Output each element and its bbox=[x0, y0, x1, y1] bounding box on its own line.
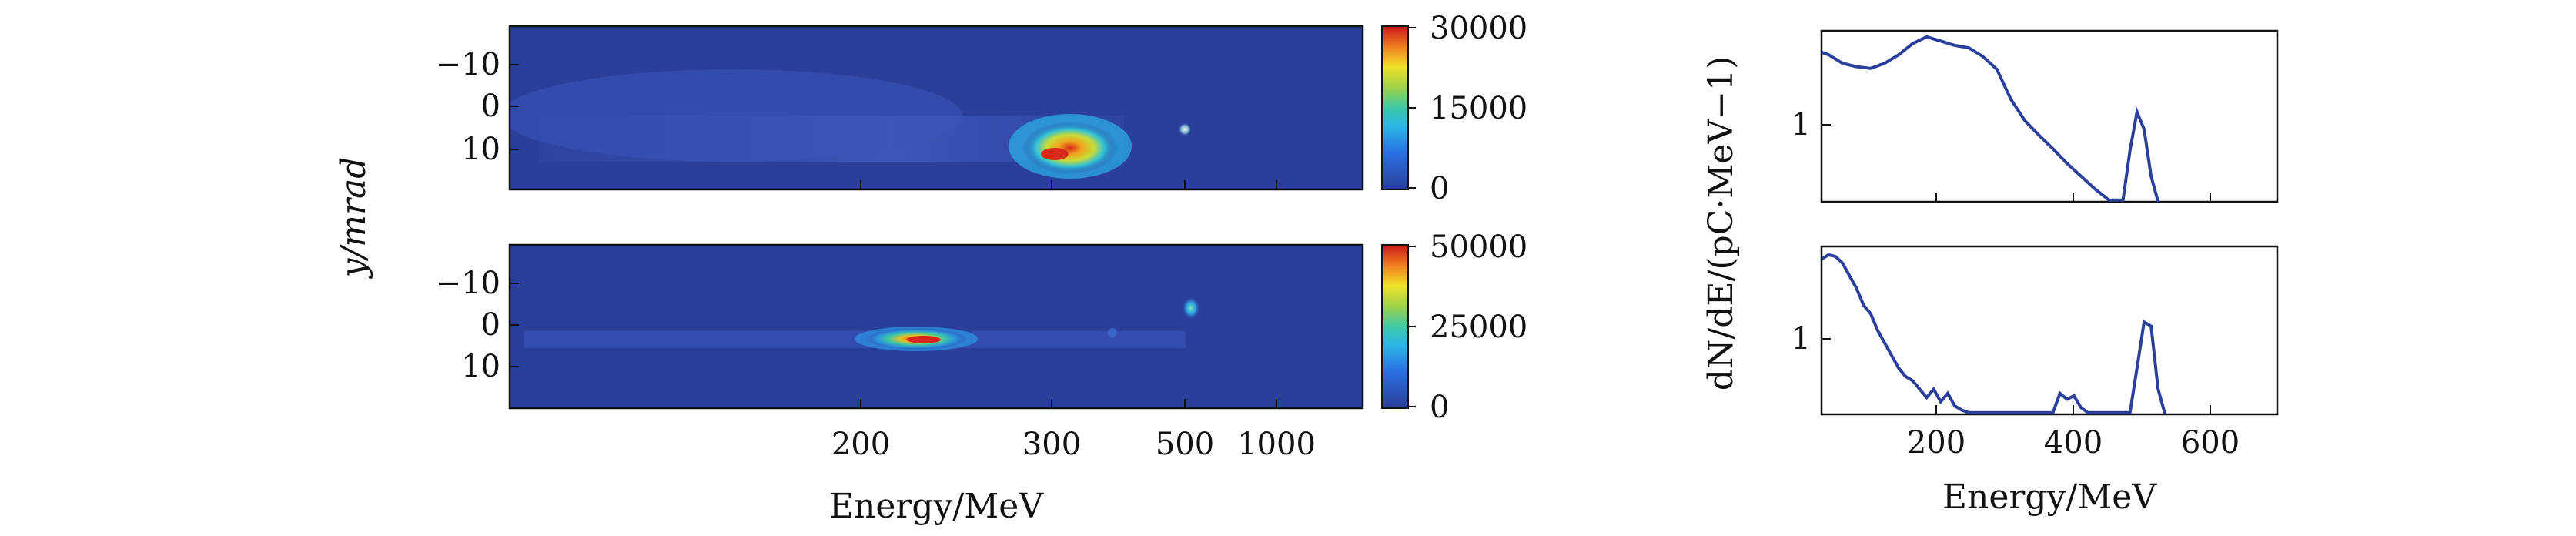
heatmap-bottom-hotspot-core bbox=[907, 336, 941, 343]
heatmap-ylabel: y/mrad bbox=[334, 157, 373, 280]
heatmap-bottom-ytick-3: 10 bbox=[461, 349, 500, 384]
spectrum-xtick-200: 200 bbox=[1907, 425, 1965, 461]
heatmap-xlabel: Energy/MeV bbox=[829, 487, 1044, 526]
heatmap-bottom-frame bbox=[508, 243, 1364, 410]
spectrum-top-frame bbox=[1820, 29, 2279, 203]
colorbar-top: 30000 15000 0 bbox=[1381, 11, 1527, 206]
spectrum-xtick-400: 400 bbox=[2044, 425, 2103, 461]
heatmap-top-ytick-2: 0 bbox=[481, 89, 500, 124]
colorbar-bottom-tick-min: 0 bbox=[1430, 390, 1449, 425]
heatmap-y-ticks: −10 0 10 −10 0 10 bbox=[436, 47, 519, 384]
colorbar-bottom: 50000 25000 0 bbox=[1381, 229, 1527, 425]
heatmap-top-frame bbox=[508, 25, 1364, 191]
spectrum-xtick-600: 600 bbox=[2181, 425, 2240, 461]
colorbar-top-tick-mid: 15000 bbox=[1430, 91, 1527, 126]
colorbar-bottom-tick-mid: 25000 bbox=[1430, 310, 1527, 345]
heatmap-top-ytick-1: −10 bbox=[436, 47, 500, 82]
spectrum-top-ytick: 1 bbox=[1791, 107, 1811, 142]
spectrum-bottom-frame bbox=[1820, 245, 2279, 416]
heatmap-top-hotspot-core bbox=[1041, 148, 1069, 160]
colorbar-bottom-tick-max: 50000 bbox=[1430, 229, 1527, 265]
heatmap-top bbox=[508, 25, 1364, 191]
heatmap-bottom-background bbox=[510, 245, 1363, 408]
colorbar-top-tick-min: 0 bbox=[1430, 171, 1449, 206]
colorbar-top-tick-max: 30000 bbox=[1430, 11, 1527, 46]
heatmap-top-haze bbox=[510, 69, 962, 162]
heatmap-bottom-ytick-2: 0 bbox=[481, 307, 500, 343]
heatmap-xtick-200: 200 bbox=[831, 427, 890, 462]
spectrum-ylabel: dN/dE/(pC·MeV−1) bbox=[1701, 56, 1741, 390]
heatmap-top-small-spot bbox=[1178, 122, 1192, 136]
heatmap-bottom-ytick-1: −10 bbox=[436, 266, 500, 301]
colorbar-bottom-gradient bbox=[1381, 244, 1409, 409]
spectrum-bottom: 1 200 400 600 bbox=[1791, 245, 2279, 461]
spectrum-top-line bbox=[1822, 35, 2160, 202]
heatmap-bottom-streak bbox=[524, 331, 1186, 348]
heatmap-top-hotspot bbox=[1022, 122, 1118, 174]
spectrum-top: 1 bbox=[1791, 29, 2279, 203]
heatmap-xtick-1000: 1000 bbox=[1237, 427, 1316, 462]
spectrum-bottom-line bbox=[1822, 253, 2167, 414]
heatmap-top-ytick-3: 10 bbox=[461, 132, 500, 167]
heatmap-xtick-500: 500 bbox=[1156, 427, 1214, 462]
heatmap-bottom-faint-spot bbox=[1108, 328, 1117, 337]
heatmap-x-ticks: 200 300 500 1000 bbox=[831, 180, 1316, 462]
heatmap-bottom-small-spot bbox=[1182, 296, 1200, 320]
heatmap-xtick-300: 300 bbox=[1022, 427, 1081, 462]
spectrum-bottom-ytick: 1 bbox=[1791, 321, 1811, 357]
colorbar-top-gradient bbox=[1381, 25, 1409, 190]
spectrum-xlabel: Energy/MeV bbox=[1942, 477, 2157, 517]
heatmap-bottom bbox=[508, 243, 1364, 410]
